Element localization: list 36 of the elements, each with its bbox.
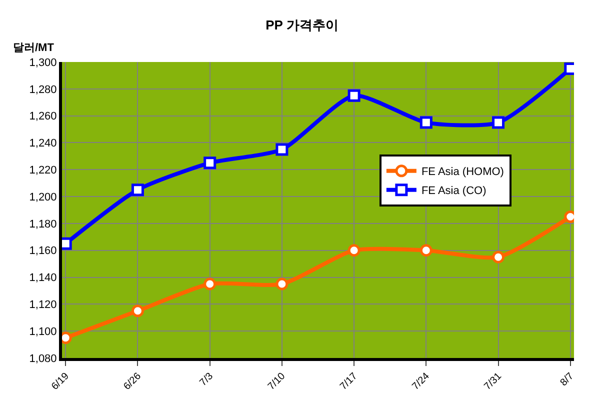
y-tick-label: 1,260 <box>29 110 57 123</box>
y-tick-label: 1,100 <box>29 326 57 338</box>
legend-label: FE Asia (HOMO) <box>421 166 504 178</box>
y-axis-title: 달러/MT <box>13 42 54 54</box>
y-tick-label: 1,080 <box>29 352 57 365</box>
legend-label: FE Asia (CO) <box>421 185 486 198</box>
x-tick-label: 7/31 <box>482 370 504 392</box>
point <box>492 116 505 129</box>
x-tick-label: 7/3 <box>198 370 216 388</box>
x-tick-label: 6/19 <box>50 370 72 392</box>
x-tick-label: 7/17 <box>338 370 360 392</box>
point <box>492 250 505 264</box>
x-tick-label: 7/10 <box>266 370 288 392</box>
y-tick-label: 1,220 <box>29 164 57 176</box>
point <box>204 156 216 170</box>
y-tick-label: 1,120 <box>29 299 57 312</box>
y-tick-label: 1,160 <box>29 245 57 258</box>
y-tick-label: 1,200 <box>29 191 57 204</box>
point <box>348 244 360 257</box>
y-tick-label: 1,180 <box>29 218 57 230</box>
x-tick-label: 6/26 <box>122 370 144 392</box>
point <box>276 278 288 290</box>
point <box>131 304 144 318</box>
chart-title: PP 가격추이 <box>266 18 338 32</box>
point <box>204 278 216 290</box>
x-tick-label: 8/7 <box>558 370 576 388</box>
y-tick-label: 1,300 <box>29 56 57 69</box>
y-tick-label: 1,240 <box>29 138 57 150</box>
point <box>131 184 144 196</box>
point <box>276 143 288 156</box>
y-tick-label: 1,280 <box>29 84 57 96</box>
x-tick-label: 7/24 <box>410 370 432 392</box>
point <box>420 116 432 129</box>
point <box>420 244 432 257</box>
point <box>348 89 360 102</box>
y-tick-label: 1,140 <box>29 272 57 284</box>
